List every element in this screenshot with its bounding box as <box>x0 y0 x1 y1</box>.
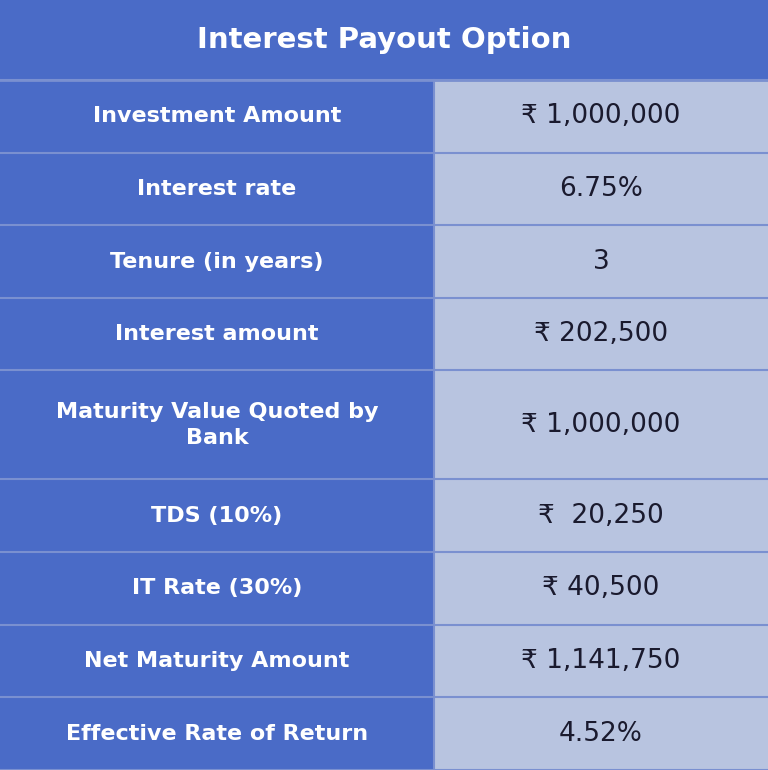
Text: ₹ 1,000,000: ₹ 1,000,000 <box>521 412 680 438</box>
Text: ₹ 1,000,000: ₹ 1,000,000 <box>521 103 680 129</box>
Text: 3: 3 <box>593 249 609 275</box>
Text: Interest rate: Interest rate <box>137 179 296 199</box>
FancyBboxPatch shape <box>434 298 768 370</box>
FancyBboxPatch shape <box>434 370 768 480</box>
FancyBboxPatch shape <box>434 552 768 624</box>
Text: IT Rate (30%): IT Rate (30%) <box>132 578 302 598</box>
Text: Interest Payout Option: Interest Payout Option <box>197 26 571 54</box>
Text: Tenure (in years): Tenure (in years) <box>111 252 323 272</box>
FancyBboxPatch shape <box>0 552 434 624</box>
Text: TDS (10%): TDS (10%) <box>151 506 283 526</box>
FancyBboxPatch shape <box>0 0 768 80</box>
FancyBboxPatch shape <box>434 624 768 698</box>
Text: 6.75%: 6.75% <box>559 176 643 202</box>
FancyBboxPatch shape <box>434 225 768 298</box>
Text: ₹ 40,500: ₹ 40,500 <box>542 575 660 601</box>
FancyBboxPatch shape <box>0 370 434 480</box>
FancyBboxPatch shape <box>0 225 434 298</box>
Text: Investment Amount: Investment Amount <box>93 106 341 126</box>
FancyBboxPatch shape <box>434 152 768 225</box>
FancyBboxPatch shape <box>0 152 434 225</box>
FancyBboxPatch shape <box>434 480 768 552</box>
FancyBboxPatch shape <box>0 624 434 698</box>
FancyBboxPatch shape <box>0 480 434 552</box>
FancyBboxPatch shape <box>434 80 768 152</box>
Text: Interest amount: Interest amount <box>115 324 319 344</box>
FancyBboxPatch shape <box>0 80 434 152</box>
Text: Effective Rate of Return: Effective Rate of Return <box>66 724 368 744</box>
Text: ₹  20,250: ₹ 20,250 <box>538 503 664 529</box>
Text: ₹ 202,500: ₹ 202,500 <box>534 321 668 347</box>
Text: 4.52%: 4.52% <box>559 721 643 747</box>
FancyBboxPatch shape <box>434 698 768 770</box>
Text: Net Maturity Amount: Net Maturity Amount <box>84 651 349 671</box>
FancyBboxPatch shape <box>0 698 434 770</box>
Text: ₹ 1,141,750: ₹ 1,141,750 <box>521 648 680 674</box>
FancyBboxPatch shape <box>0 298 434 370</box>
Text: Maturity Value Quoted by
Bank: Maturity Value Quoted by Bank <box>56 402 378 448</box>
